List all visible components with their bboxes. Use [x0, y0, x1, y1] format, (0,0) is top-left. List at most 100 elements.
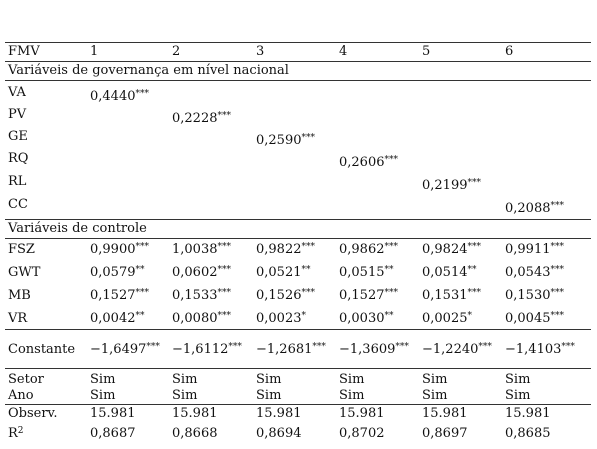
coef-value: 0,2590 — [256, 133, 302, 148]
table-row: CC 0,2088*** — [5, 196, 591, 216]
significance-stars: ** — [384, 311, 394, 321]
coef-cell: 0,1527*** — [90, 287, 149, 306]
coef-cell: 0,1527*** — [339, 287, 398, 306]
coef-cell: −1,6112*** — [172, 341, 242, 360]
coef-cell: 0,1530*** — [505, 287, 564, 306]
significance-stars: *** — [384, 288, 399, 298]
coef-cell: 0,0042** — [90, 310, 145, 329]
table-cell: Sim — [90, 372, 116, 387]
coef-value: 0,1533 — [172, 288, 218, 303]
row-label: Setor — [8, 372, 44, 387]
coef-cell: 0,0045*** — [505, 310, 564, 329]
coef-cell: 0,9822*** — [256, 241, 315, 260]
significance-stars: *** — [217, 288, 232, 298]
header-col-5: 5 — [422, 44, 431, 59]
coef-cell: 0,9862*** — [339, 241, 398, 260]
coef-value: 0,0030 — [339, 311, 385, 326]
r-squared-label: R — [8, 426, 18, 441]
row-label: VA — [8, 85, 26, 100]
significance-stars: ** — [467, 265, 477, 275]
significance-stars: *** — [550, 288, 565, 298]
coef-cell: 0,0030** — [339, 310, 394, 329]
row-label: PV — [8, 107, 27, 122]
table-cell: 0,8668 — [172, 426, 218, 441]
header-rule — [5, 61, 591, 62]
coef-cell: 0,0514** — [422, 264, 477, 283]
table-row: RQ 0,2606*** — [5, 150, 591, 170]
significance-stars: *** — [384, 242, 399, 252]
significance-stars: ** — [384, 265, 394, 275]
table-row: VR 0,0042** 0,0080*** 0,0023* 0,0030** 0… — [5, 310, 591, 328]
significance-stars: *** — [561, 342, 575, 352]
significance-stars: *** — [217, 242, 232, 252]
constant-bottom-rule — [5, 368, 591, 369]
header-col-2: 2 — [172, 44, 181, 59]
section-title-governance: Variáveis de governança em nível naciona… — [8, 63, 289, 78]
table-cell: Sim — [422, 372, 448, 387]
significance-stars: *** — [312, 342, 326, 352]
coef-value: −1,4103 — [505, 342, 562, 357]
significance-stars: *** — [467, 178, 482, 188]
coef-value: −1,6497 — [90, 342, 147, 357]
coef-value: 0,0521 — [256, 265, 302, 280]
coef-value: −1,2681 — [256, 342, 313, 357]
coef-value: 0,0045 — [505, 311, 551, 326]
controls-bottom-rule — [5, 329, 591, 330]
coef-value: 0,9911 — [505, 242, 551, 257]
coef-cell: −1,2240*** — [422, 341, 492, 360]
coef-cell: 0,0602*** — [172, 264, 231, 283]
r-squared-exponent: 2 — [17, 426, 24, 436]
coef-value: 0,2088 — [505, 201, 551, 216]
coef-cell: 1,0038*** — [172, 241, 231, 260]
significance-stars: *** — [467, 288, 482, 298]
row-label: VR — [8, 311, 28, 326]
significance-stars: *** — [384, 155, 399, 165]
section-title-controls: Variáveis de controle — [8, 221, 147, 236]
table-row: FSZ 0,9900*** 1,0038*** 0,9822*** 0,9862… — [5, 241, 591, 259]
coef-value: 0,1530 — [505, 288, 551, 303]
coef-value: 0,0602 — [172, 265, 218, 280]
coef-value: 0,9822 — [256, 242, 302, 257]
table-row: RL 0,2199*** — [5, 173, 591, 193]
significance-stars: *** — [301, 133, 316, 143]
significance-stars: *** — [395, 342, 409, 352]
table-cell: Sim — [172, 388, 198, 403]
coef-value: −1,3609 — [339, 342, 396, 357]
significance-stars: ** — [135, 311, 145, 321]
coef-cell: 0,1526*** — [256, 287, 315, 306]
table-cell: 0,8685 — [505, 426, 551, 441]
table-cell: 0,8687 — [90, 426, 136, 441]
footer-rule — [5, 404, 591, 405]
section2-rule — [5, 238, 591, 239]
table-row: Setor Sim Sim Sim Sim Sim Sim — [5, 371, 591, 389]
row-label: MB — [8, 288, 31, 303]
coef-cell: −1,6497*** — [90, 341, 160, 360]
coef-cell: 0,2088*** — [505, 200, 564, 219]
significance-stars: *** — [478, 342, 492, 352]
coef-cell: 0,0080*** — [172, 310, 231, 329]
table-cell: Sim — [339, 372, 365, 387]
coef-value: 0,1527 — [90, 288, 136, 303]
coef-value: 0,0025 — [422, 311, 468, 326]
coef-cell: 0,9824*** — [422, 241, 481, 260]
row-label: FSZ — [8, 242, 35, 257]
coef-cell: 0,2590*** — [256, 132, 315, 151]
row-label: Ano — [8, 388, 34, 403]
coef-cell: 0,2199*** — [422, 177, 481, 196]
coef-value: 0,0080 — [172, 311, 218, 326]
table-cell: 15.981 — [505, 406, 551, 421]
coef-cell: 0,0025* — [422, 310, 472, 329]
coef-cell: −1,3609*** — [339, 341, 409, 360]
row-label: Constante — [8, 342, 76, 357]
table-cell: 0,8702 — [339, 426, 385, 441]
significance-stars: *** — [301, 288, 316, 298]
coef-value: 1,0038 — [172, 242, 218, 257]
significance-stars: *** — [135, 242, 150, 252]
significance-stars: *** — [135, 288, 150, 298]
significance-stars: *** — [135, 89, 150, 99]
coef-value: 0,2228 — [172, 111, 218, 126]
table-cell: 15.981 — [172, 406, 218, 421]
coef-value: 0,0543 — [505, 265, 551, 280]
significance-stars: *** — [217, 311, 232, 321]
header-col-6: 6 — [505, 44, 514, 59]
